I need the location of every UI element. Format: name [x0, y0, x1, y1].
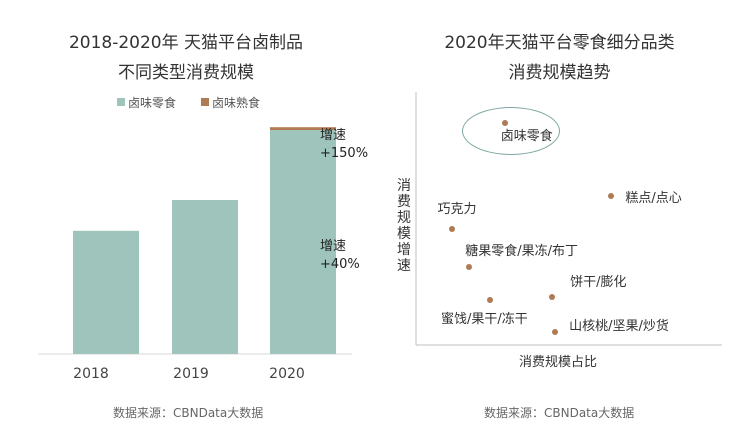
scatter-label-mi-jian: 蜜饯/果干/冻干 [441, 311, 528, 327]
scatter-label-bing-gan: 饼干/膨化 [570, 275, 627, 291]
growth-annotation-snack-label: 增速 [320, 239, 347, 254]
scatter-chart-subtitle: 消费规模趋势 [508, 63, 611, 83]
scatter-chart-title: 2020年天猫平台零食细分品类 [444, 33, 675, 53]
scatter-point-shan-he-tao [552, 329, 559, 336]
bar-chart-source: 数据来源：CBNData大数据 [113, 406, 264, 420]
x-tick-2018: 2018 [73, 366, 109, 382]
scatter-point-qiao-ke-li [448, 226, 455, 233]
x-tick-2019: 2019 [173, 366, 209, 382]
scatter-point-mi-jian [487, 296, 493, 303]
growth-annotation-total-value: +150% [320, 146, 369, 161]
scatter-chart-source: 数据来源：CBNData大数据 [484, 406, 635, 420]
legend-label-lu-wei-ling-shi: 卤味零食 [128, 96, 177, 110]
growth-annotation-total-label: 增速 [320, 128, 347, 143]
legend-swatch-lu-wei-ling-shi [117, 98, 125, 106]
scatter-label-qiao-ke-li: 巧克力 [437, 202, 477, 218]
scatter-label-lu-wei-ling-shi: 卤味零食 [500, 129, 553, 145]
x-tick-2020: 2020 [269, 366, 305, 382]
highlight-ellipse [461, 107, 560, 156]
scatter-label-tang-guo: 糖果零食/果冻/布丁 [465, 243, 579, 259]
scatter-point-bing-gan [549, 294, 556, 301]
bar-2019-lu-wei-ling-shi [172, 200, 238, 354]
scatter-label-gao-dian: 糕点/点心 [625, 191, 682, 207]
scatter-y-axis-label: 消费规模增速 [397, 178, 411, 274]
scatter-point-gao-dian [608, 193, 615, 200]
scatter-point-lu-wei-ling-shi [501, 120, 508, 127]
legend-swatch-lu-wei-shu-shi [201, 98, 209, 106]
bar-2018-lu-wei-ling-shi [73, 230, 139, 354]
bar-chart-title: 2018-2020年 天猫平台卤制品 [68, 33, 304, 53]
bar-chart-subtitle: 不同类型消费规模 [118, 63, 254, 83]
growth-annotation-snack: 增速 +40% [320, 238, 360, 274]
scatter-x-axis-label: 消费规模占比 [519, 355, 598, 370]
growth-annotation-snack-value: +40% [320, 257, 360, 272]
growth-annotation-total: 增速 +150% [320, 127, 368, 163]
legend-label-lu-wei-shu-shi: 卤味熟食 [212, 96, 261, 110]
bar-2020-lu-wei-ling-shi [270, 130, 336, 354]
scatter-label-shan-he-tao: 山核桃/坚果/炒货 [569, 319, 669, 335]
bar-2020-lu-wei-shu-shi [270, 127, 336, 130]
scatter-point-tang-guo [466, 263, 473, 270]
